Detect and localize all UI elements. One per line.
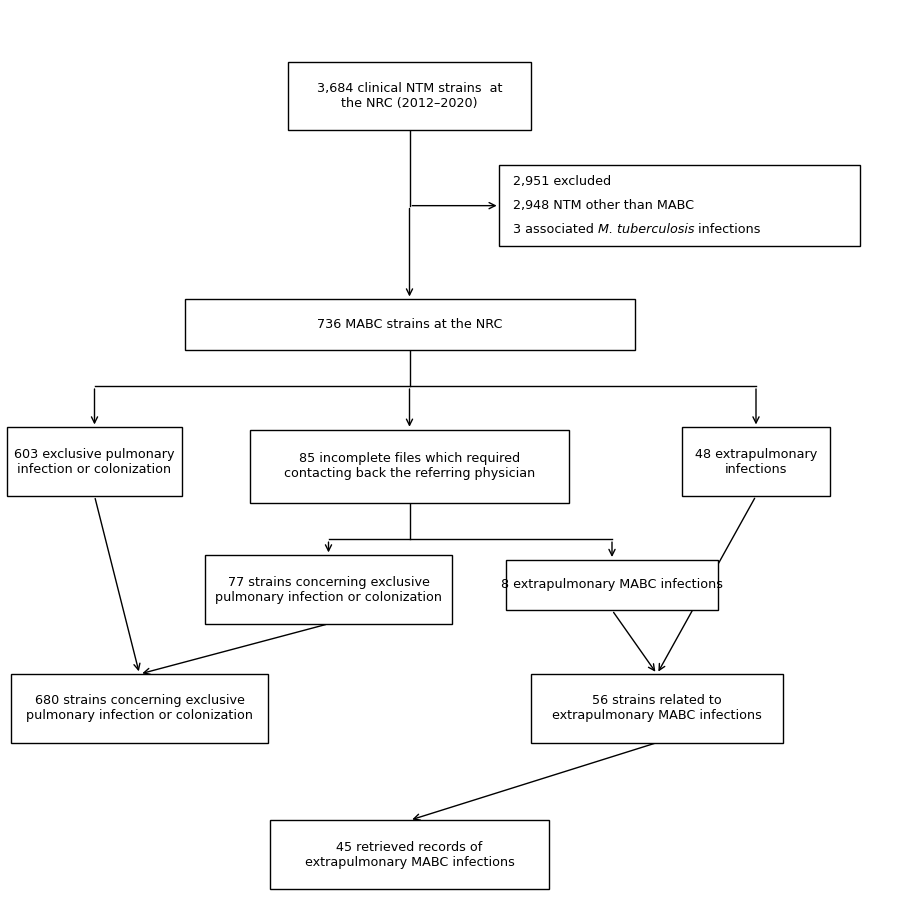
FancyBboxPatch shape [12,675,268,742]
Text: 3,684 clinical NTM strains  at
the NRC (2012–2020): 3,684 clinical NTM strains at the NRC (2… [317,82,502,110]
Text: 2,951 excluded: 2,951 excluded [513,175,611,188]
Text: 85 incomplete files which required
contacting back the referring physician: 85 incomplete files which required conta… [284,452,536,480]
Text: M. tuberculosis: M. tuberculosis [598,223,695,237]
Text: 3 associated: 3 associated [513,223,598,237]
Text: 45 retrieved records of
extrapulmonary MABC infections: 45 retrieved records of extrapulmonary M… [304,841,515,868]
FancyBboxPatch shape [682,428,830,495]
FancyBboxPatch shape [204,555,452,623]
Text: 2,948 NTM other than MABC: 2,948 NTM other than MABC [513,199,694,212]
FancyBboxPatch shape [6,428,182,495]
Text: 77 strains concerning exclusive
pulmonary infection or colonization: 77 strains concerning exclusive pulmonar… [215,576,442,603]
Text: 8 extrapulmonary MABC infections: 8 extrapulmonary MABC infections [501,579,723,591]
Text: infections: infections [695,223,760,237]
Text: 56 strains related to
extrapulmonary MABC infections: 56 strains related to extrapulmonary MAB… [552,695,762,722]
FancyBboxPatch shape [184,299,634,349]
FancyBboxPatch shape [500,165,860,246]
Text: 680 strains concerning exclusive
pulmonary infection or colonization: 680 strains concerning exclusive pulmona… [26,695,253,722]
FancyBboxPatch shape [288,62,531,131]
FancyBboxPatch shape [506,559,718,611]
FancyBboxPatch shape [531,675,783,742]
Text: 603 exclusive pulmonary
infection or colonization: 603 exclusive pulmonary infection or col… [14,448,175,475]
Text: 736 MABC strains at the NRC: 736 MABC strains at the NRC [317,318,502,331]
FancyBboxPatch shape [250,430,569,503]
Text: 48 extrapulmonary
infections: 48 extrapulmonary infections [695,448,817,475]
FancyBboxPatch shape [270,821,549,888]
